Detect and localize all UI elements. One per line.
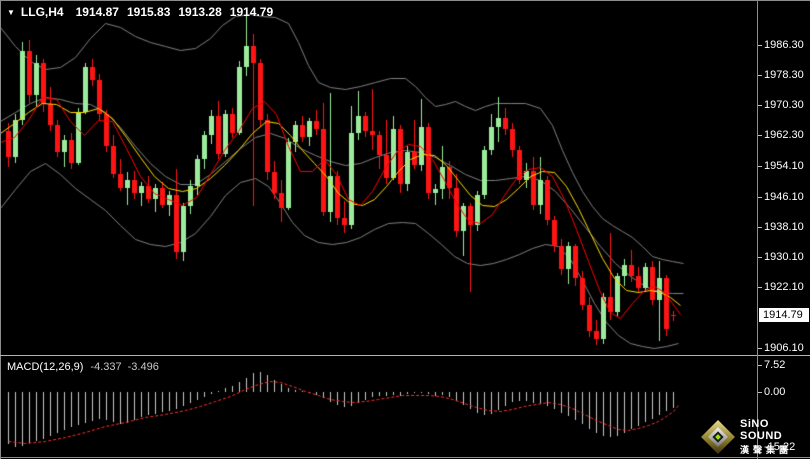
- price-axis-label: 1922.10: [764, 281, 804, 293]
- price-axis-label: 1954.10: [764, 160, 804, 172]
- logo-line2: 漢聲集團: [740, 445, 793, 455]
- axis-separator[interactable]: [757, 0, 758, 459]
- price-axis-label: 1986.30: [764, 39, 804, 51]
- current-price-box: 1914.79: [759, 308, 809, 322]
- price-axis-tick: [758, 166, 762, 167]
- macd-axis-label: 7.52: [764, 359, 786, 371]
- quote-close: 1914.79: [229, 5, 274, 19]
- price-axis-tick: [758, 45, 762, 46]
- quote-low: 1913.28: [178, 5, 222, 19]
- price-axis-tick: [758, 75, 762, 76]
- macd-axis-tick: [758, 392, 762, 393]
- symbol-dropdown-icon: ▼: [7, 7, 15, 17]
- broker-logo: SiNO SOUND 漢聲集團: [700, 418, 810, 456]
- logo-text: SiNO SOUND 漢聲集團: [740, 418, 810, 456]
- macd-axis-label: -15.22: [764, 441, 796, 453]
- price-axis-tick: [758, 135, 762, 136]
- price-axis-tick: [758, 105, 762, 106]
- macd-indicator-label: MACD(12,26,9) -4.337 -3.496: [7, 361, 159, 373]
- panel-border-top: [0, 0, 810, 1]
- panel-border-left: [0, 0, 1, 459]
- macd-signal-value: -3.496: [127, 361, 159, 373]
- price-axis-tick: [758, 348, 762, 349]
- price-axis-tick: [758, 197, 762, 198]
- quote-high: 1915.83: [126, 5, 171, 19]
- price-axis-tick: [758, 257, 762, 258]
- symbol-period-label: LLG,H4: [20, 5, 64, 19]
- price-axis-label: 1970.30: [764, 99, 804, 111]
- price-axis-label: 1962.30: [764, 129, 804, 141]
- macd-value: -4.337: [90, 361, 122, 373]
- price-axis-label: 1946.10: [764, 191, 804, 203]
- quote-open: 1914.87: [75, 5, 119, 19]
- macd-axis-tick: [758, 365, 762, 366]
- logo-line1: SiNO SOUND: [740, 418, 783, 442]
- panel-divider: [0, 355, 810, 356]
- diamond-logo-icon: [700, 419, 736, 455]
- price-axis-label: 1906.10: [764, 342, 804, 354]
- panel-border-bottom: [0, 457, 810, 458]
- macd-axis-tick: [758, 447, 762, 448]
- price-axis-tick: [758, 287, 762, 288]
- macd-name: MACD(12,26,9): [7, 361, 84, 373]
- price-axis-tick: [758, 227, 762, 228]
- macd-axis-label: 0.00: [764, 386, 786, 398]
- price-axis-label: 1938.10: [764, 221, 804, 233]
- chart-header: ▼ LLG,H4 1914.87 1915.83 1913.28 1914.79: [7, 5, 281, 19]
- price-axis-label: 1978.30: [764, 69, 804, 81]
- price-axis-label: 1930.10: [764, 251, 804, 263]
